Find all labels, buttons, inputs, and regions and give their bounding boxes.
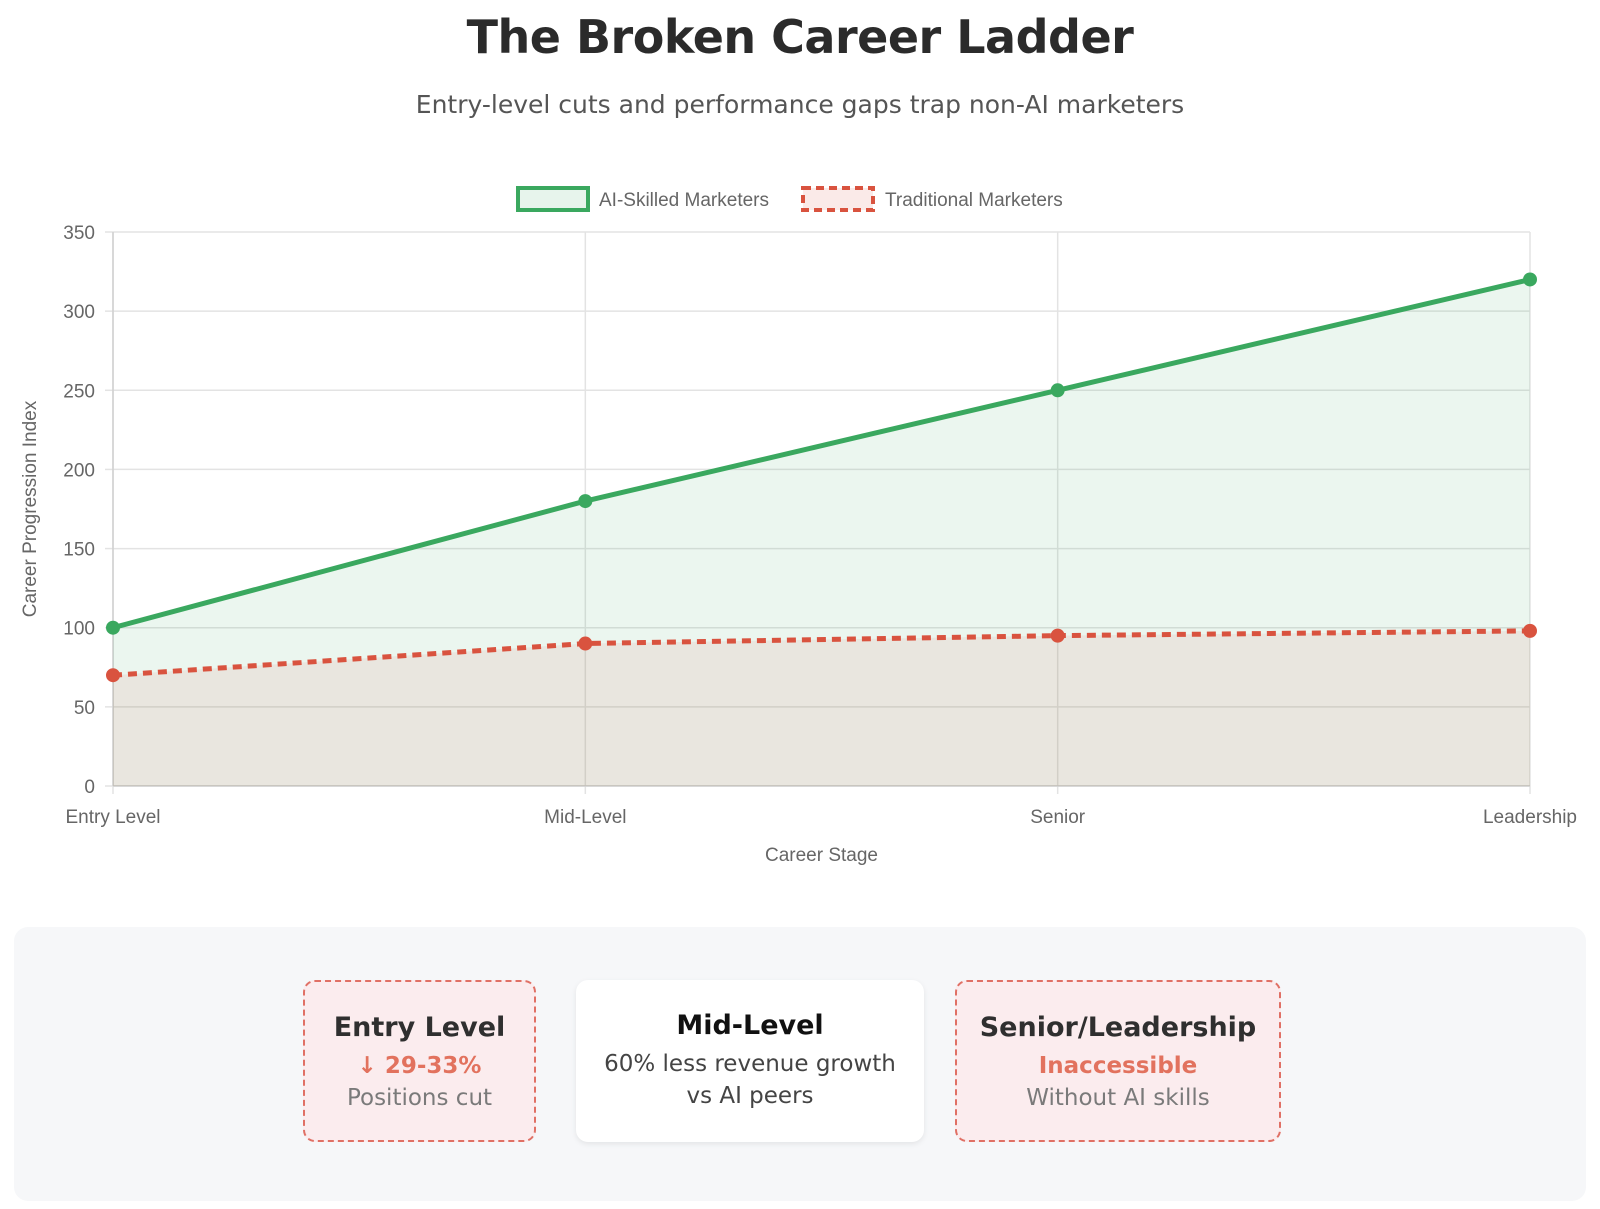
card-senior-leadership: Senior/Leadership Inaccessible Without A…	[955, 980, 1281, 1142]
card-mid-level: Mid-Level 60% less revenue growth vs AI …	[576, 980, 924, 1142]
y-tick-label: 50	[74, 698, 95, 719]
legend-swatch	[516, 186, 590, 212]
legend-label: AI-Skilled Marketers	[599, 190, 769, 211]
series-line	[112, 277, 1531, 631]
data-point	[578, 494, 593, 509]
chart-title: The Broken Career Ladder	[466, 10, 1134, 64]
chart-subtitle: Entry-level cuts and performance gaps tr…	[415, 90, 1185, 119]
series-area	[113, 630, 1530, 786]
card-description-line2: vs AI peers	[686, 1083, 814, 1109]
legend-swatch	[801, 186, 875, 212]
card-title: Mid-Level	[676, 1010, 824, 1041]
data-point	[1050, 383, 1065, 398]
y-tick-label: 100	[63, 619, 95, 640]
series-line	[112, 628, 1531, 678]
data-point	[106, 668, 120, 683]
x-tick-label: Leadership	[1483, 807, 1577, 828]
summary-panel: Entry Level ↓ 29-33% Positions cut Mid-L…	[14, 927, 1586, 1201]
card-title: Senior/Leadership	[979, 1012, 1257, 1043]
series-area	[113, 279, 1530, 786]
x-tick-label: Mid-Level	[544, 807, 626, 828]
y-tick-label: 0	[84, 777, 95, 798]
y-axis-title: Career Progression Index	[20, 400, 41, 617]
data-point	[106, 620, 120, 635]
card-entry-level: Entry Level ↓ 29-33% Positions cut	[303, 980, 536, 1142]
y-tick-label: 150	[63, 540, 95, 561]
x-axis-title: Career Stage	[765, 845, 878, 866]
y-tick-label: 350	[63, 223, 95, 244]
career-line-chart: 0 50 100 150 200 250 300 350 Entry Level Mid-Leve…	[20, 186, 1577, 866]
card-description: Positions cut	[346, 1085, 493, 1111]
y-tick-label: 200	[63, 460, 95, 481]
data-point	[1523, 272, 1537, 287]
x-tick-label: Entry Level	[65, 807, 160, 828]
card-title: Entry Level	[333, 1012, 506, 1043]
card-highlight: Inaccessible	[1038, 1053, 1198, 1079]
data-point	[1523, 623, 1537, 638]
data-point	[578, 636, 593, 651]
x-tick-label: Senior	[1030, 807, 1086, 828]
card-description: Without AI skills	[1026, 1085, 1210, 1111]
y-tick-label: 250	[63, 381, 95, 402]
legend-label: Traditional Marketers	[885, 190, 1063, 211]
card-description-line1: 60% less revenue growth	[604, 1051, 896, 1077]
data-point	[1050, 628, 1065, 643]
card-highlight: ↓ 29-33%	[357, 1053, 482, 1079]
y-tick-label: 300	[63, 302, 95, 323]
